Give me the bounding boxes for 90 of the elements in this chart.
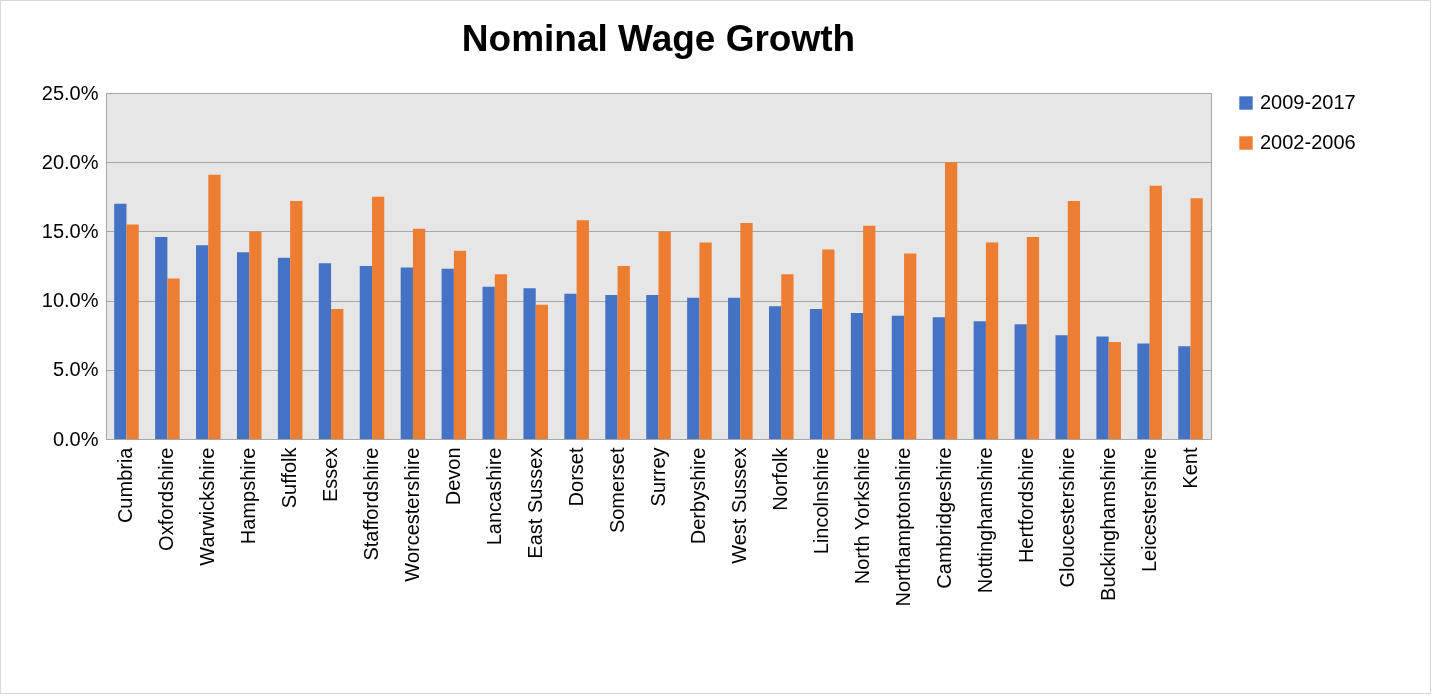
bar [441, 268, 454, 439]
bar [535, 304, 548, 439]
bar [605, 295, 618, 439]
bar [167, 278, 180, 439]
x-tick-label: Norfolk [769, 446, 792, 511]
x-tick-label: Hertfordshire [1014, 447, 1037, 564]
bar [453, 250, 467, 439]
bar [646, 295, 659, 439]
bar [687, 297, 700, 439]
x-tick-label: Surrey [646, 447, 669, 507]
chart-title: Nominal Wage Growth [461, 18, 856, 59]
x-tick-label: North Yorkshire [851, 447, 874, 585]
bar [699, 242, 712, 439]
bar [494, 274, 508, 439]
bar [1108, 342, 1121, 439]
bar [523, 288, 536, 439]
bar [372, 196, 385, 439]
bar [740, 223, 753, 439]
x-tick-label: Cambridgeshire [932, 447, 955, 589]
y-tick-label: 20.0% [41, 150, 99, 173]
bar [400, 267, 413, 439]
bar [973, 321, 986, 439]
bar [576, 220, 589, 439]
x-tick-label: Cumbria [114, 446, 137, 524]
bar [985, 242, 999, 439]
bar [850, 313, 864, 439]
x-tick-label: Derbyshire [687, 447, 710, 545]
x-tick-label: Northamptonshire [892, 447, 915, 607]
bar [155, 236, 168, 439]
x-tick-label: Nottinghamshire [973, 447, 996, 594]
bar [1055, 335, 1068, 439]
bar [658, 231, 671, 439]
bar [318, 263, 332, 439]
bar [904, 253, 917, 439]
bar [1067, 200, 1081, 439]
bar [769, 306, 782, 439]
bar [236, 252, 250, 439]
x-tick-label: Leicestershire [1137, 447, 1160, 573]
bar [944, 162, 958, 439]
x-tick-label: Dorset [564, 447, 587, 507]
bar [809, 308, 823, 439]
bar [1190, 198, 1203, 439]
x-tick-label: Oxfordshire [155, 447, 178, 551]
x-tick-label: East Sussex [523, 447, 546, 559]
x-tick-label: Gloucestershire [1055, 447, 1078, 588]
bar [290, 200, 303, 439]
bar [863, 225, 876, 439]
x-tick-label: Lincolnshire [810, 447, 833, 555]
bar [277, 257, 291, 439]
bar [932, 317, 945, 439]
bar [482, 286, 495, 439]
bar [1137, 343, 1150, 439]
bar [1149, 185, 1162, 439]
bar [196, 245, 209, 439]
x-tick-label: Buckinghamshire [1096, 447, 1119, 601]
y-tick-label: 25.0% [41, 81, 99, 104]
bar [781, 274, 794, 439]
x-tick-label: Suffolk [278, 446, 301, 509]
bar [1096, 336, 1109, 439]
legend-label: 2009-2017 [1260, 91, 1356, 113]
x-tick-label: Somerset [605, 447, 628, 534]
x-tick-label: Devon [441, 447, 464, 506]
bar [1014, 324, 1027, 439]
x-tick-label: Essex [319, 447, 342, 502]
bar [891, 315, 905, 439]
bar [822, 249, 835, 439]
y-tick-label: 15.0% [41, 219, 99, 242]
bar [126, 224, 139, 439]
bar [208, 174, 221, 439]
legend-label: 2002-2006 [1260, 131, 1356, 153]
bar [1178, 346, 1191, 439]
bar [249, 231, 262, 439]
x-tick-label: West Sussex [728, 447, 751, 564]
x-tick-label: Warwickshire [196, 447, 219, 566]
bar [412, 228, 426, 439]
bar [359, 266, 373, 439]
bar [564, 293, 577, 439]
y-tick-label: 0.0% [52, 427, 99, 450]
x-tick-label: Kent [1178, 447, 1201, 489]
y-tick-label: 5.0% [52, 358, 99, 381]
bar [331, 308, 344, 439]
bar [728, 297, 741, 439]
bar [114, 203, 127, 439]
x-tick-label: Lancashire [482, 447, 505, 546]
bar [1026, 236, 1040, 439]
x-tick-label: Staffordshire [360, 447, 383, 561]
bar [617, 266, 630, 439]
y-tick-label: 10.0% [41, 289, 99, 312]
x-tick-label: Worcestershire [400, 447, 423, 582]
x-tick-label: Hampshire [237, 447, 260, 545]
